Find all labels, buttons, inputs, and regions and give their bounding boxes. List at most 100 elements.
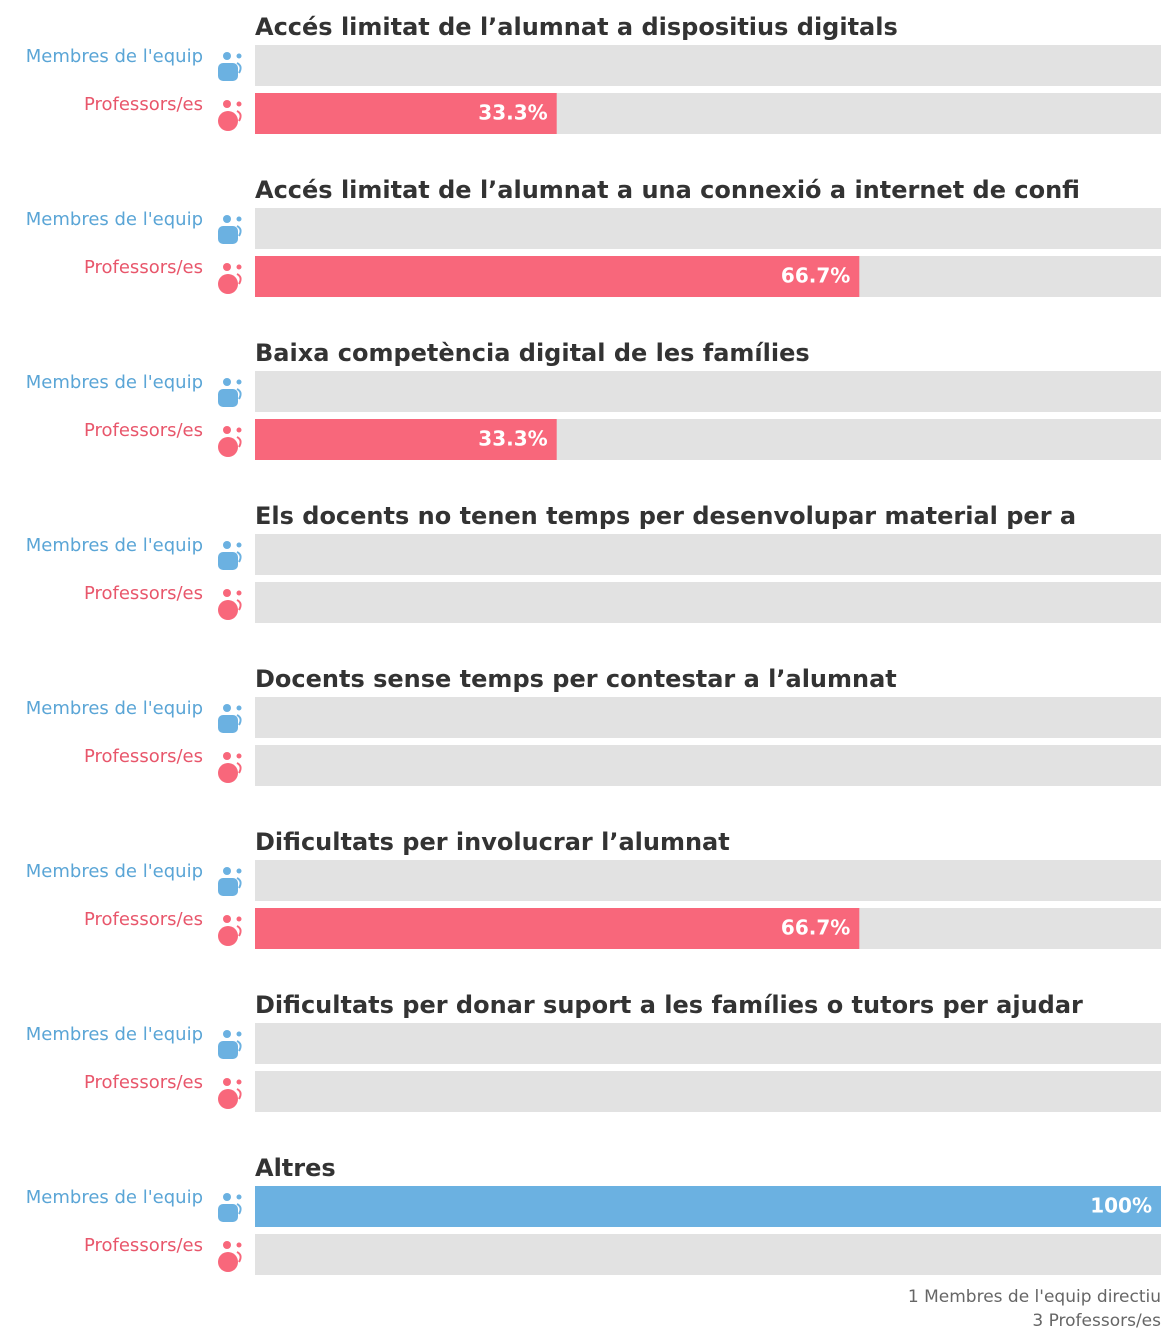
person-icon	[218, 752, 242, 783]
icon-head-small	[236, 379, 242, 385]
series-label: Membres de l'equip	[26, 372, 203, 393]
person-icon	[218, 867, 242, 896]
icon-head-small	[236, 1079, 242, 1085]
icon-body	[218, 389, 238, 407]
person-icon	[218, 704, 242, 733]
icon-head-small	[236, 1194, 242, 1200]
icon-head	[223, 100, 231, 108]
person-icon	[218, 1030, 242, 1059]
icon-head	[223, 215, 231, 223]
icon-head	[223, 378, 231, 386]
icon-body	[218, 1089, 238, 1109]
series-label: Membres de l'equip	[26, 209, 203, 230]
icon-body	[218, 878, 238, 896]
series-label: Membres de l'equip	[26, 861, 203, 882]
icon-arc	[236, 1088, 242, 1100]
icon-arc	[236, 1203, 242, 1215]
icon-head-small	[236, 916, 242, 922]
category-title: Altres	[255, 1154, 336, 1182]
icon-head-small	[236, 590, 242, 596]
icon-head-small	[236, 753, 242, 759]
bar	[255, 419, 557, 460]
series-label: Membres de l'equip	[26, 535, 203, 556]
icon-arc	[236, 714, 242, 726]
icon-arc	[236, 877, 242, 889]
value-label: 66.7%	[781, 916, 850, 940]
person-icon	[218, 52, 242, 81]
icon-head-small	[236, 101, 242, 107]
icon-arc	[236, 62, 242, 74]
icon-head	[223, 1030, 231, 1038]
icon-head	[223, 1241, 231, 1249]
icon-head	[223, 752, 231, 760]
person-icon	[218, 263, 242, 294]
icon-body	[218, 111, 238, 131]
footnote: 3 Professors/es	[1032, 1311, 1161, 1329]
icon-arc	[236, 551, 242, 563]
bar-track	[255, 1071, 1161, 1112]
icon-head	[223, 541, 231, 549]
icon-head	[223, 915, 231, 923]
icon-head-small	[236, 542, 242, 548]
value-label: 33.3%	[478, 101, 547, 125]
bar	[255, 93, 557, 134]
icon-head-small	[236, 53, 242, 59]
bar-track	[255, 1023, 1161, 1064]
series-label: Professors/es	[84, 909, 203, 930]
icon-head-small	[236, 427, 242, 433]
icon-head	[223, 704, 231, 712]
person-icon	[218, 215, 242, 244]
icon-head	[223, 867, 231, 875]
series-label: Membres de l'equip	[26, 46, 203, 67]
bar-track	[255, 860, 1161, 901]
icon-head-small	[236, 705, 242, 711]
person-icon	[218, 589, 242, 620]
icon-arc	[236, 388, 242, 400]
bar	[255, 256, 860, 297]
icon-body	[218, 1252, 238, 1272]
footnote: 1 Membres de l'equip directiu	[908, 1287, 1161, 1307]
icon-arc	[236, 925, 242, 937]
icon-body	[218, 63, 238, 81]
person-icon	[218, 378, 242, 407]
bar-track	[255, 697, 1161, 738]
person-icon	[218, 915, 242, 946]
bar-track	[255, 1234, 1161, 1275]
series-label: Membres de l'equip	[26, 1187, 203, 1208]
value-label: 100%	[1090, 1194, 1152, 1218]
person-icon	[218, 100, 242, 131]
icon-body	[218, 763, 238, 783]
icon-body	[218, 226, 238, 244]
icon-head-small	[236, 1242, 242, 1248]
icon-head	[223, 589, 231, 597]
person-icon	[218, 1193, 242, 1222]
series-label: Professors/es	[84, 1235, 203, 1256]
category-title: Baixa competència digital de les famílie…	[255, 339, 810, 367]
icon-arc	[236, 273, 242, 285]
category-title: Els docents no tenen temps per desenvolu…	[255, 502, 1076, 530]
value-label: 66.7%	[781, 264, 850, 288]
icon-arc	[236, 110, 242, 122]
icon-head	[223, 426, 231, 434]
icon-arc	[236, 599, 242, 611]
bar-track	[255, 371, 1161, 412]
bar	[255, 1186, 1161, 1227]
icon-head	[223, 52, 231, 60]
category-title: Dificultats per donar suport a les famíl…	[255, 991, 1083, 1019]
series-label: Membres de l'equip	[26, 1024, 203, 1045]
plot: Accés limitat de l’alumnat a dispositius…	[26, 13, 1161, 1275]
person-icon	[218, 1241, 242, 1272]
person-icon	[218, 541, 242, 570]
icon-body	[218, 1041, 238, 1059]
icon-arc	[236, 436, 242, 448]
icon-body	[218, 437, 238, 457]
bar-track	[255, 582, 1161, 623]
series-label: Professors/es	[84, 94, 203, 115]
bar-track	[255, 208, 1161, 249]
value-label: 33.3%	[478, 427, 547, 451]
bar-track	[255, 534, 1161, 575]
category-title: Accés limitat de l’alumnat a dispositius…	[255, 13, 898, 41]
icon-head-small	[236, 216, 242, 222]
bar-track	[255, 745, 1161, 786]
